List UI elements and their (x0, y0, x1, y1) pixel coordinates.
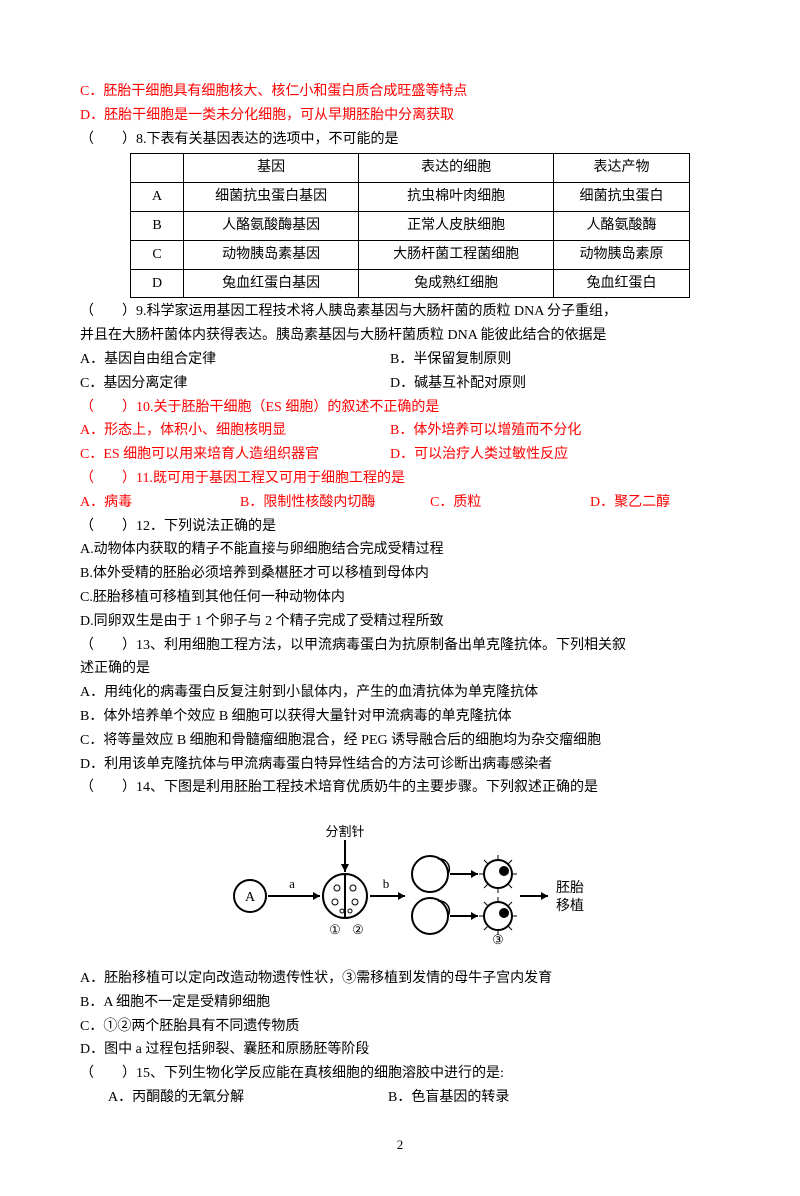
q9-opt-d: D．碱基互补配对原则 (390, 372, 526, 396)
q8-col-cell: 表达的细胞 (359, 154, 554, 183)
q10-opt-b: B．体外培养可以增殖而不分化 (390, 419, 581, 443)
q15-opt-a: A．丙酮酸的无氧分解 (108, 1086, 388, 1110)
table-row: C 动物胰岛素基因 大肠杆菌工程菌细胞 动物胰岛素原 (131, 240, 690, 269)
q12-stem: （ ）12．下列说法正确的是 (80, 515, 720, 539)
q14-stem: （ ）14、下图是利用胚胎工程技术培育优质奶牛的主要步骤。下列叙述正确的是 (80, 776, 720, 800)
q14-opt-d: D．图中 a 过程包括卵裂、囊胚和原肠胚等阶段 (80, 1038, 720, 1062)
q14-opt-c: C．①②两个胚胎具有不同遗传物质 (80, 1015, 720, 1039)
fig-label-1: ① (329, 922, 341, 937)
q13-opt-a: A．用纯化的病毒蛋白反复注射到小鼠体内，产生的血清抗体为单克隆抗体 (80, 681, 720, 705)
fig-label-2: ② (352, 922, 364, 937)
q8-col-blank (131, 154, 184, 183)
q8-stem: （ ）8.下表有关基因表达的选项中，不可能的是 (80, 128, 720, 152)
q13-stem-2: 述正确的是 (80, 657, 720, 681)
fig-label-A: A (245, 890, 256, 905)
q11-opts: A．病毒 B．限制性核酸内切酶 C．质粒 D．聚乙二醇 (80, 491, 720, 515)
q9-stem-1: （ ）9.科学家运用基因工程技术将人胰岛素基因与大肠杆菌的质粒 DNA 分子重组… (80, 300, 720, 324)
q10-opt-a: A．形态上，体积小、细胞核明显 (80, 419, 390, 443)
q12-opt-a: A.动物体内获取的精子不能直接与卵细胞结合完成受精过程 (80, 538, 720, 562)
q13-opt-c: C．将等量效应 B 细胞和骨髓瘤细胞混合，经 PEG 诱导融合后的细胞均为杂交瘤… (80, 729, 720, 753)
q14-opt-a: A．胚胎移植可以定向改造动物遗传性状，③需移植到发情的母牛子宫内发育 (80, 967, 720, 991)
q11-opt-b: B．限制性核酸内切酶 (240, 491, 430, 515)
q8-table: 基因 表达的细胞 表达产物 A 细菌抗虫蛋白基因 抗虫棉叶肉细胞 细菌抗虫蛋白 … (130, 153, 690, 298)
fig-label-b: b (383, 876, 390, 891)
table-row: A 细菌抗虫蛋白基因 抗虫棉叶肉细胞 细菌抗虫蛋白 (131, 183, 690, 212)
table-row: D 兔血红蛋白基因 兔成熟红细胞 兔血红蛋白 (131, 269, 690, 298)
q15-opts: A．丙酮酸的无氧分解 B．色盲基因的转录 (80, 1086, 720, 1110)
q10-stem: （ ）10.关于胚胎干细胞（ES 细胞）的叙述不正确的是 (80, 396, 720, 420)
q9-opts-row2: C．基因分离定律 D．碱基互补配对原则 (80, 372, 720, 396)
fig-label-needle: 分割针 (325, 824, 364, 839)
q9-opt-b: B．半保留复制原则 (390, 348, 511, 372)
q9-opt-c: C．基因分离定律 (80, 372, 390, 396)
fig-label-3: ③ (492, 932, 504, 946)
q8-col-prod: 表达产物 (554, 154, 690, 183)
q15-stem: （ ）15、下列生物化学反应能在真核细胞的细胞溶胶中进行的是: (80, 1062, 720, 1086)
q14-opt-b: B．A 细胞不一定是受精卵细胞 (80, 991, 720, 1015)
q13-stem-1: （ ）13、利用细胞工程方法，以甲流病毒蛋白为抗原制备出单克隆抗体。下列相关叙 (80, 634, 720, 658)
q15-opt-b: B．色盲基因的转录 (388, 1086, 509, 1110)
q13-opt-d: D．利用该单克隆抗体与甲流病毒蛋白特异性结合的方法可诊断出病毒感染者 (80, 753, 720, 777)
fig-label-a: a (289, 876, 295, 891)
q9-stem-2: 并且在大肠杆菌体内获得表达。胰岛素基因与大肠杆菌质粒 DNA 能彼此结合的依据是 (80, 324, 720, 348)
q11-opt-d: D．聚乙二醇 (590, 491, 670, 515)
q9-opts-row1: A．基因自由组合定律 B．半保留复制原则 (80, 348, 720, 372)
prev-option-c: C．胚胎干细胞具有细胞核大、核仁小和蛋白质合成旺盛等特点 (80, 80, 720, 104)
prev-option-d: D．胚胎干细胞是一类未分化细胞，可从早期胚胎中分离获取 (80, 104, 720, 128)
q10-opt-d: D．可以治疗人类过敏性反应 (390, 443, 568, 467)
q11-opt-c: C．质粒 (430, 491, 590, 515)
q8-col-gene: 基因 (184, 154, 359, 183)
q12-opt-c: C.胚胎移植可移植到其他任何一种动物体内 (80, 586, 720, 610)
q10-opts-row2: C．ES 细胞可以用来培育人造组织器官 D．可以治疗人类过敏性反应 (80, 443, 720, 467)
q11-stem: （ ）11.既可用于基因工程又可用于细胞工程的是 (80, 467, 720, 491)
page-number: 2 (80, 1134, 720, 1156)
q14-figure: A a ① ② 分割针 b ③ 胚胎 移植 (80, 816, 720, 955)
q12-opt-b: B.体外受精的胚胎必须培养到桑椹胚才可以移植到母体内 (80, 562, 720, 586)
q9-opt-a: A．基因自由组合定律 (80, 348, 390, 372)
q10-opts-row1: A．形态上，体积小、细胞核明显 B．体外培养可以增殖而不分化 (80, 419, 720, 443)
q13-opt-b: B．体外培养单个效应 B 细胞可以获得大量针对甲流病毒的单克隆抗体 (80, 705, 720, 729)
table-row: B 人酪氨酸酶基因 正常人皮肤细胞 人酪氨酸酶 (131, 211, 690, 240)
fig-out-1: 胚胎 (556, 880, 584, 896)
q11-opt-a: A．病毒 (80, 491, 240, 515)
fig-out-2: 移植 (556, 898, 584, 914)
q12-opt-d: D.同卵双生是由于 1 个卵子与 2 个精子完成了受精过程所致 (80, 610, 720, 634)
q10-opt-c: C．ES 细胞可以用来培育人造组织器官 (80, 443, 390, 467)
